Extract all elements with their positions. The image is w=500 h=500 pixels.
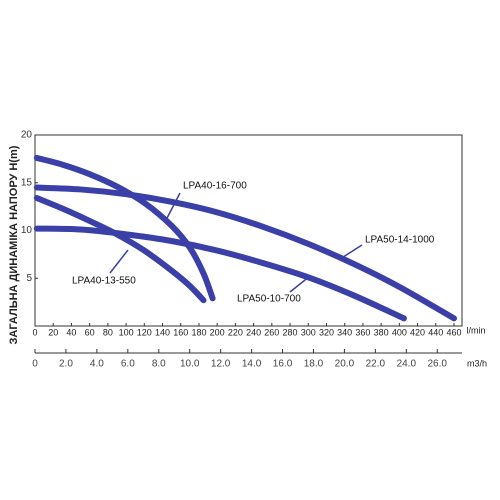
x-tick-label: 100 (119, 327, 134, 337)
x-tick-label: 460 (446, 327, 461, 337)
x2-tick-label: 26.0 (428, 359, 448, 370)
x2-tick-label: 0 (32, 359, 38, 370)
pump-curve (33, 154, 216, 302)
y-tick-label: 15 (21, 177, 33, 188)
label-leader (289, 275, 311, 293)
y-axis-label: ЗАГАЛЬНА ДИНАМІКА НАПОРУ H(m) (8, 145, 20, 344)
x2-tick-label: 6.0 (121, 359, 135, 370)
x2-tick-label: 8.0 (152, 359, 166, 370)
x-axis-label: l/min (466, 325, 485, 335)
pump-curve (33, 225, 407, 322)
x2-tick-label: 14.0 (242, 359, 262, 370)
x2-tick-label: 24.0 (397, 359, 417, 370)
series-label: LPA50-10-700 (237, 294, 301, 305)
x-tick-label: 400 (392, 327, 407, 337)
x-tick-label: 120 (137, 327, 152, 337)
x-tick-label: 440 (428, 327, 443, 337)
x-tick-label: 360 (355, 327, 370, 337)
x-tick-label: 20 (48, 327, 58, 337)
x-tick-label: 380 (374, 327, 389, 337)
x2-tick-label: 22.0 (366, 359, 386, 370)
x-tick-label: 280 (283, 327, 298, 337)
x2-tick-label: 20.0 (335, 359, 355, 370)
x-tick-label: 240 (246, 327, 261, 337)
label-leader (109, 249, 129, 274)
y-tick-label: 10 (21, 225, 33, 236)
x-tick-label: 340 (337, 327, 352, 337)
x-tick-label: 300 (301, 327, 316, 337)
x2-tick-label: 12.0 (211, 359, 231, 370)
x-tick-label: 200 (210, 327, 225, 337)
x2-axis-label: m3/h (467, 358, 487, 368)
x-tick-label: 140 (155, 327, 170, 337)
x-tick-label: 180 (191, 327, 206, 337)
x2-tick-label: 18.0 (304, 359, 324, 370)
x-tick-label: 220 (228, 327, 243, 337)
series-label: LPA40-13-550 (72, 276, 136, 287)
series-label: LPA40-16-700 (183, 181, 247, 192)
x-tick-label: 40 (66, 327, 76, 337)
y-tick-label: 20 (21, 130, 33, 141)
x2-tick-label: 10.0 (180, 359, 200, 370)
x-tick-label: 420 (410, 327, 425, 337)
x-tick-label: 60 (85, 327, 95, 337)
y-tick-label: 5 (26, 273, 32, 284)
x-tick-label: 80 (103, 327, 113, 337)
label-leader (164, 192, 181, 223)
pump-curve (33, 195, 207, 304)
x2-tick-label: 16.0 (273, 359, 293, 370)
x2-tick-label: 4.0 (90, 359, 104, 370)
label-leader (339, 244, 363, 260)
x-tick-label: 260 (264, 327, 279, 337)
x-tick-label: 0 (32, 327, 37, 337)
pump-curve (33, 184, 457, 322)
x-tick-label: 320 (319, 327, 334, 337)
x-tick-label: 160 (173, 327, 188, 337)
series-label: LPA50-14-1000 (365, 235, 435, 246)
x2-tick-label: 2.0 (59, 359, 73, 370)
